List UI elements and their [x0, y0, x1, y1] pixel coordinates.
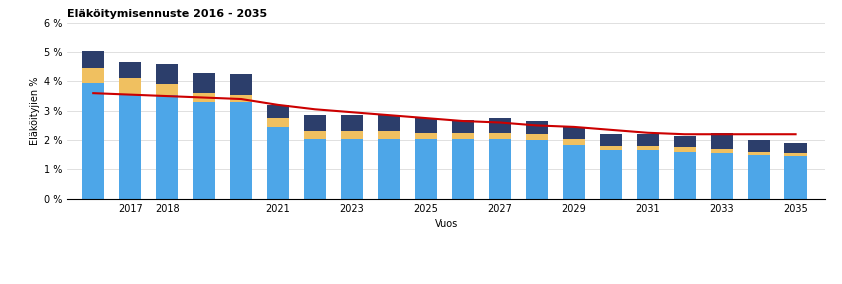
- Bar: [674, 152, 695, 199]
- Bar: [637, 146, 658, 151]
- Kaikki työnantajat yhteensä: [495, 121, 505, 124]
- Kaikki työnantajat yhteensä: [754, 133, 764, 136]
- Text: Eläköitymisennuste 2016 - 2035: Eläköitymisennuste 2016 - 2035: [67, 9, 268, 19]
- Kaikki työnantajat yhteensä: [163, 94, 173, 98]
- X-axis label: Vuos: Vuos: [434, 219, 458, 229]
- Bar: [230, 102, 253, 199]
- Bar: [304, 131, 326, 139]
- Bar: [452, 120, 474, 133]
- Bar: [119, 62, 141, 78]
- Bar: [452, 139, 474, 199]
- Kaikki työnantajat yhteensä: [384, 113, 394, 117]
- Bar: [674, 147, 695, 152]
- Bar: [637, 151, 658, 199]
- Bar: [600, 146, 622, 151]
- Bar: [748, 152, 770, 155]
- Y-axis label: Eläköityjien %: Eläköityjien %: [29, 77, 40, 145]
- Kaikki työnantajat yhteensä: [679, 133, 690, 136]
- Kaikki työnantajat yhteensä: [532, 124, 542, 127]
- Bar: [785, 143, 807, 153]
- Bar: [230, 74, 253, 95]
- Bar: [119, 78, 141, 95]
- Bar: [600, 134, 622, 146]
- Bar: [83, 68, 104, 83]
- Bar: [711, 153, 733, 199]
- Kaikki työnantajat yhteensä: [236, 97, 246, 101]
- Bar: [488, 133, 511, 139]
- Kaikki työnantajat yhteensä: [717, 133, 727, 136]
- Bar: [785, 153, 807, 156]
- Kaikki työnantajat yhteensä: [273, 103, 283, 106]
- Bar: [525, 121, 548, 134]
- Bar: [562, 145, 585, 199]
- Bar: [711, 149, 733, 153]
- Kaikki työnantajat yhteensä: [88, 91, 99, 95]
- Bar: [415, 139, 437, 199]
- Bar: [637, 134, 658, 146]
- Bar: [267, 127, 289, 199]
- Kaikki työnantajat yhteensä: [421, 116, 431, 120]
- Bar: [785, 156, 807, 199]
- Bar: [525, 140, 548, 199]
- Bar: [267, 118, 289, 127]
- Bar: [415, 118, 437, 133]
- Bar: [119, 95, 141, 199]
- Kaikki työnantajat yhteensä: [310, 108, 320, 111]
- Bar: [230, 95, 253, 102]
- Bar: [378, 139, 400, 199]
- Kaikki työnantajat yhteensä: [605, 128, 616, 131]
- Kaikki työnantajat yhteensä: [347, 110, 357, 114]
- Bar: [525, 134, 548, 140]
- Kaikki työnantajat yhteensä: [791, 133, 801, 136]
- Bar: [341, 131, 363, 139]
- Bar: [156, 95, 179, 199]
- Kaikki työnantajat yhteensä: [642, 131, 653, 135]
- Bar: [415, 133, 437, 139]
- Bar: [267, 105, 289, 118]
- Bar: [193, 102, 216, 199]
- Bar: [488, 118, 511, 133]
- Bar: [378, 131, 400, 139]
- Bar: [341, 139, 363, 199]
- Kaikki työnantajat yhteensä: [568, 125, 578, 129]
- Bar: [748, 140, 770, 152]
- Line: Kaikki työnantajat yhteensä: Kaikki työnantajat yhteensä: [93, 93, 796, 134]
- Bar: [562, 127, 585, 139]
- Kaikki työnantajat yhteensä: [199, 96, 209, 99]
- Bar: [83, 51, 104, 68]
- Bar: [562, 139, 585, 145]
- Bar: [600, 151, 622, 199]
- Bar: [748, 155, 770, 199]
- Bar: [341, 115, 363, 131]
- Bar: [193, 73, 216, 93]
- Bar: [711, 133, 733, 149]
- Bar: [378, 115, 400, 131]
- Bar: [674, 136, 695, 147]
- Bar: [156, 64, 179, 84]
- Bar: [452, 133, 474, 139]
- Bar: [83, 83, 104, 199]
- Bar: [156, 84, 179, 95]
- Kaikki työnantajat yhteensä: [458, 119, 468, 123]
- Bar: [304, 139, 326, 199]
- Bar: [488, 139, 511, 199]
- Kaikki työnantajat yhteensä: [125, 93, 136, 96]
- Bar: [193, 93, 216, 102]
- Legend: Kaikki työnantajat yhteensä, Osatykövyttömyyseläkkeet, Työkyvyttömyyseläkkeet, V: Kaikki työnantajat yhteensä, Osatykövytt…: [181, 283, 711, 284]
- Bar: [304, 115, 326, 131]
